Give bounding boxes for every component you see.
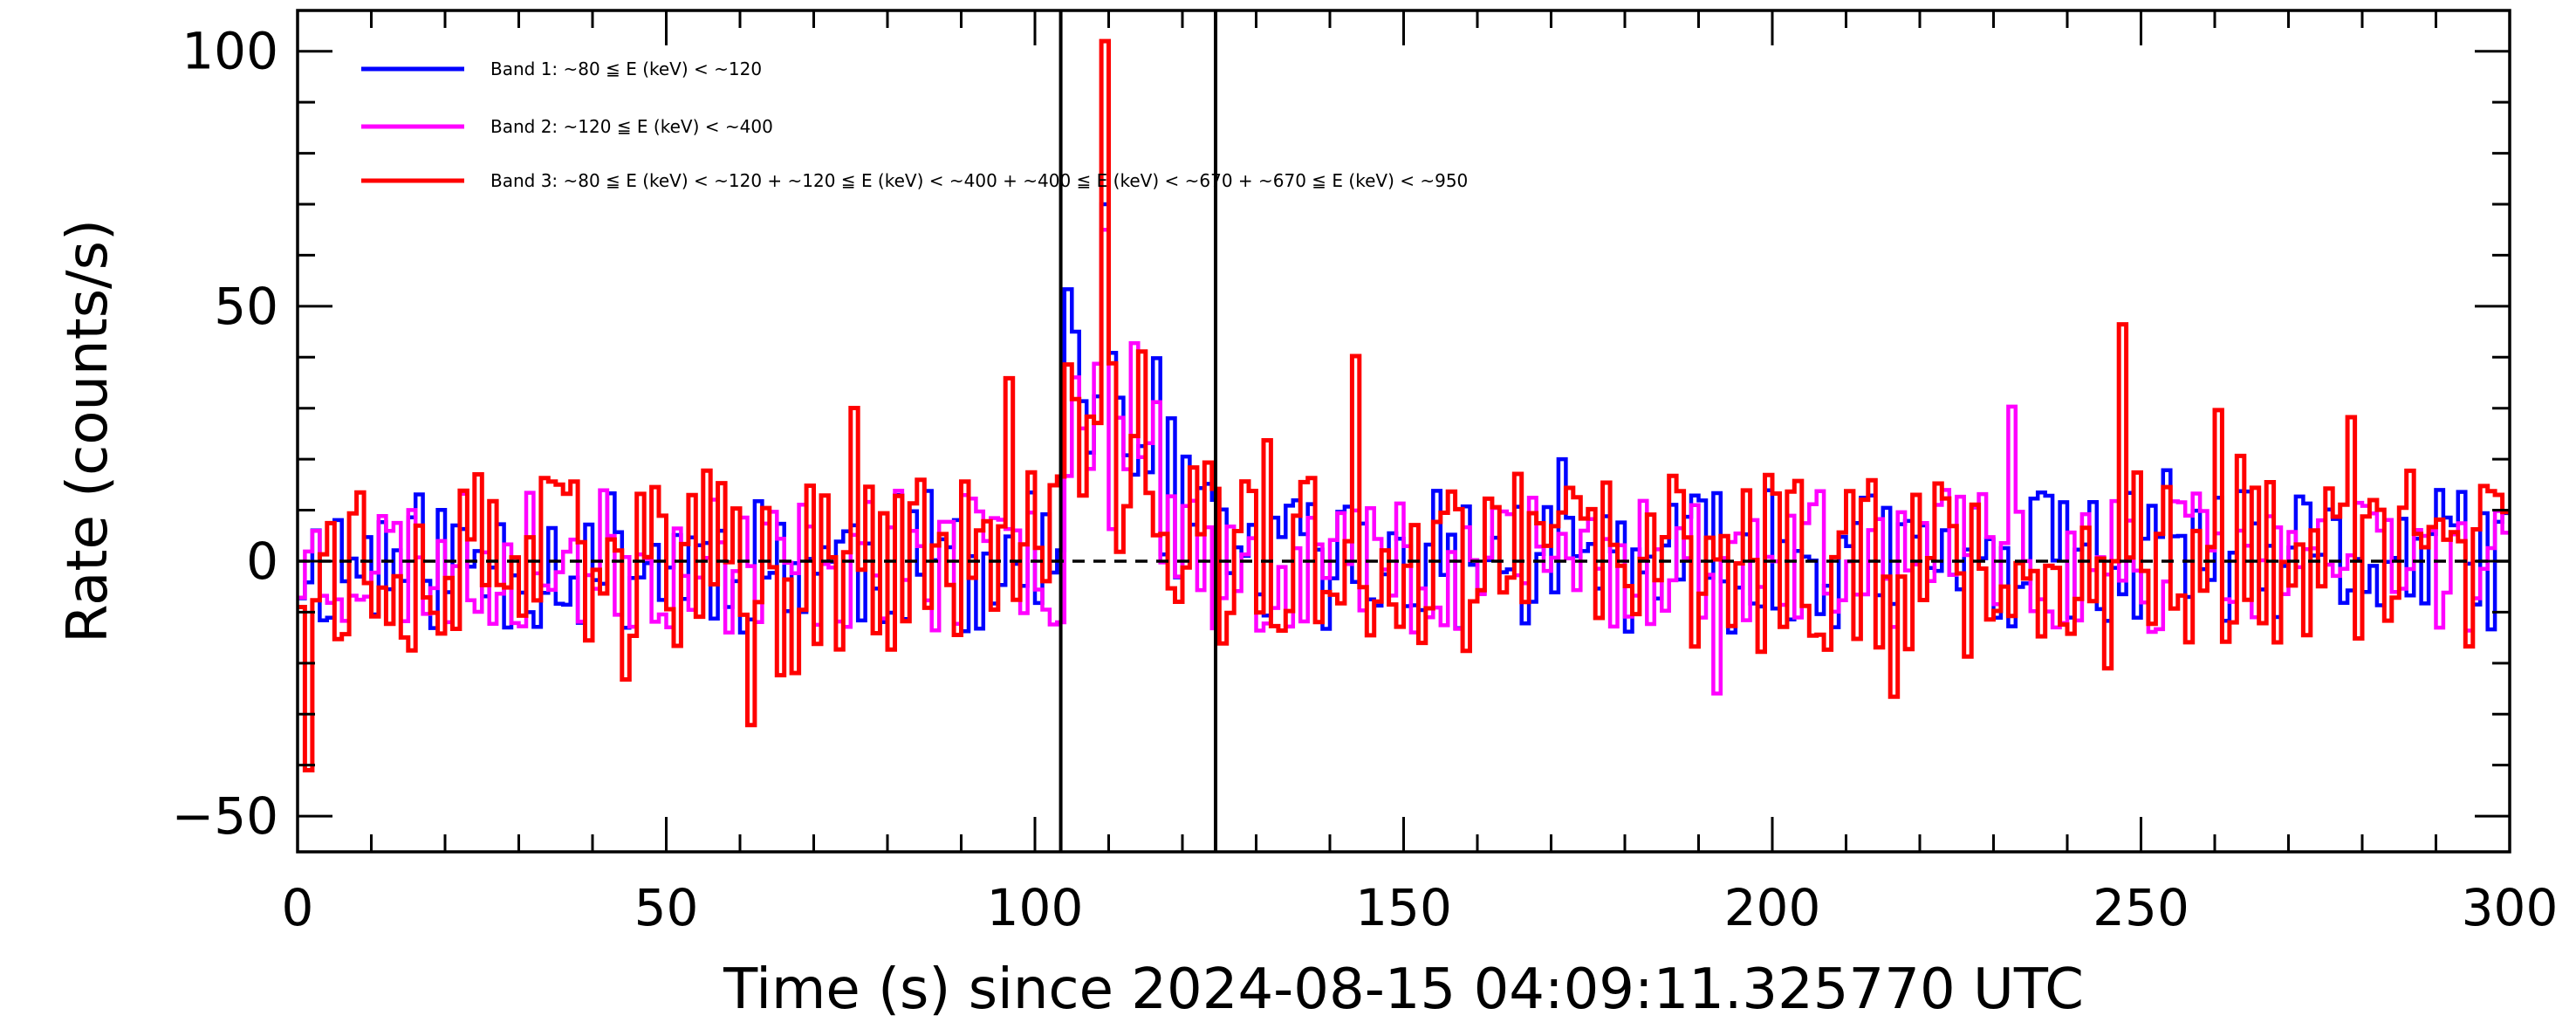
x-tick-label: 0 bbox=[282, 878, 314, 937]
y-tick-label: 0 bbox=[246, 532, 278, 591]
x-tick-label: 150 bbox=[1355, 878, 1452, 937]
x-tick-label: 250 bbox=[2093, 878, 2189, 937]
legend-label-band-2: Band 2: ~120 ≦ E (keV) < ~400 bbox=[490, 116, 773, 137]
y-tick-label: 50 bbox=[214, 277, 278, 336]
overlay-layer bbox=[298, 10, 2510, 852]
series-layer bbox=[298, 38, 2510, 772]
y-tick-label: 100 bbox=[182, 22, 278, 81]
series-line-band-2 bbox=[298, 227, 2510, 696]
y-axis-label: Rate (counts/s) bbox=[56, 219, 120, 643]
x-axis-label: Time (s) since 2024-08-15 04:09:11.32577… bbox=[723, 957, 2084, 1022]
y-tick-label: −50 bbox=[172, 786, 278, 846]
legend-label-band-3: Band 3: ~80 ≦ E (keV) < ~120 + ~120 ≦ E … bbox=[490, 170, 1468, 191]
x-tick-label: 50 bbox=[634, 878, 699, 937]
x-tick-label: 200 bbox=[1724, 878, 1821, 937]
legend-label-band-1: Band 1: ~80 ≦ E (keV) < ~120 bbox=[490, 58, 762, 79]
x-tick-label: 100 bbox=[987, 878, 1084, 937]
legend: Band 1: ~80 ≦ E (keV) < ~120 Band 2: ~120… bbox=[361, 58, 1468, 191]
series-line-band-3 bbox=[298, 38, 2510, 772]
x-tick-label: 300 bbox=[2462, 878, 2559, 937]
